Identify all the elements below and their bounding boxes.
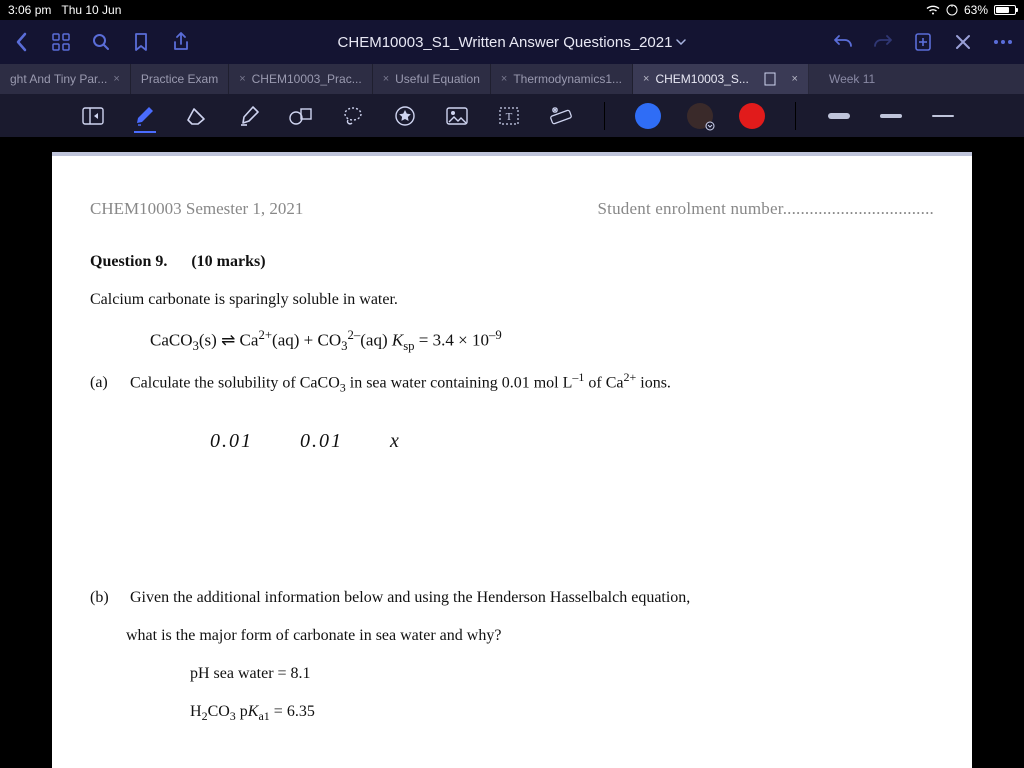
- undo-button[interactable]: [832, 31, 854, 53]
- more-icon[interactable]: [992, 31, 1014, 53]
- part-a: (a) Calculate the solubility of CaCO3 in…: [90, 368, 934, 397]
- stroke-thick[interactable]: [826, 103, 852, 129]
- close-icon[interactable]: ×: [792, 73, 798, 85]
- close-icon[interactable]: ×: [239, 73, 245, 85]
- question-label: Question 9.: [90, 253, 167, 270]
- divider: [604, 102, 605, 130]
- tab-label: Practice Exam: [141, 72, 218, 86]
- tab-5[interactable]: × CHEM10003_S... ×: [633, 64, 809, 94]
- pen-tool[interactable]: [132, 103, 158, 129]
- intro-text: Calcium carbonate is sparingly soluble i…: [90, 288, 934, 312]
- document-viewport[interactable]: CHEM10003 Semester 1, 2021 Student enrol…: [0, 138, 1024, 768]
- question-marks: (10 marks): [191, 253, 265, 270]
- tab-label: CHEM10003_Prac...: [252, 72, 362, 86]
- part-b: (b) Given the additional information bel…: [90, 586, 934, 610]
- orientation-lock-icon: [946, 4, 958, 16]
- tab-label: Thermodynamics1...: [513, 72, 622, 86]
- bookmark-icon[interactable]: [130, 31, 152, 53]
- tab-strip: ght And Tiny Par... × Practice Exam × CHEM…: [0, 64, 1024, 94]
- header-right: Student enrolment number................…: [598, 196, 934, 222]
- tab-0[interactable]: ght And Tiny Par... ×: [0, 64, 131, 94]
- color-red[interactable]: [739, 103, 765, 129]
- top-toolbar: CHEM10003_S1_Written Answer Questions_20…: [0, 20, 1024, 64]
- equation: CaCO3(s) ⇌ Ca2+(aq) + CO32–(aq) Ksp = 3.…: [150, 326, 934, 356]
- tab-3[interactable]: × Useful Equation: [373, 64, 491, 94]
- tab-2[interactable]: × CHEM10003_Prac...: [229, 64, 373, 94]
- title-text: CHEM10003_S1_Written Answer Questions_20…: [338, 34, 673, 51]
- status-bar: 3:06 pm Thu 10 Jun 63%: [0, 0, 1024, 20]
- page: CHEM10003 Semester 1, 2021 Student enrol…: [52, 152, 972, 768]
- tool-row: T: [0, 94, 1024, 138]
- ruler-tool[interactable]: [548, 103, 574, 129]
- close-button[interactable]: [952, 31, 974, 53]
- stroke-thin[interactable]: [930, 103, 956, 129]
- battery-percent: 63%: [964, 3, 988, 17]
- color-picker-dark[interactable]: [687, 103, 713, 129]
- tab-label: ght And Tiny Par...: [10, 72, 107, 86]
- shapes-tool[interactable]: [288, 103, 314, 129]
- pka-line: H2CO3 pKa1 = 6.35: [190, 700, 934, 725]
- tab-label: CHEM10003_S...: [655, 72, 748, 86]
- header-left: CHEM10003 Semester 1, 2021: [90, 196, 303, 222]
- share-icon[interactable]: [170, 31, 192, 53]
- tab-label: Useful Equation: [395, 72, 480, 86]
- favorites-tool[interactable]: [392, 103, 418, 129]
- tab-1[interactable]: Practice Exam: [131, 64, 229, 94]
- tab-4[interactable]: × Thermodynamics1...: [491, 64, 633, 94]
- svg-text:T: T: [506, 111, 513, 123]
- part-b-line2: what is the major form of carbonate in s…: [126, 624, 934, 648]
- close-icon[interactable]: ×: [383, 73, 389, 85]
- eraser-tool[interactable]: [184, 103, 210, 129]
- add-page-button[interactable]: [912, 31, 934, 53]
- search-icon[interactable]: [90, 31, 112, 53]
- close-icon[interactable]: ×: [643, 73, 649, 85]
- chevron-down-icon: [676, 39, 686, 45]
- close-icon[interactable]: ×: [501, 73, 507, 85]
- status-date: Thu 10 Jun: [61, 3, 121, 17]
- highlighter-tool[interactable]: [236, 103, 262, 129]
- tab-trailing[interactable]: Week 11: [809, 64, 885, 94]
- text-tool[interactable]: T: [496, 103, 522, 129]
- battery-icon: [994, 5, 1016, 15]
- back-button[interactable]: [10, 31, 32, 53]
- handwriting: 0.01 0.01 x: [210, 426, 934, 456]
- divider: [795, 102, 796, 130]
- tab-extra-icon: [764, 72, 776, 86]
- close-icon[interactable]: ×: [113, 73, 119, 85]
- sidebar-toggle-icon[interactable]: [80, 103, 106, 129]
- ph-line: pH sea water = 8.1: [190, 662, 934, 686]
- tab-label: Week 11: [829, 72, 875, 86]
- lasso-tool[interactable]: [340, 103, 366, 129]
- image-tool[interactable]: [444, 103, 470, 129]
- redo-button[interactable]: [872, 31, 894, 53]
- color-blue[interactable]: [635, 103, 661, 129]
- stroke-med[interactable]: [878, 103, 904, 129]
- grid-icon[interactable]: [50, 31, 72, 53]
- document-title[interactable]: CHEM10003_S1_Written Answer Questions_20…: [210, 34, 814, 51]
- wifi-icon: [926, 5, 940, 15]
- status-time: 3:06 pm: [8, 3, 51, 17]
